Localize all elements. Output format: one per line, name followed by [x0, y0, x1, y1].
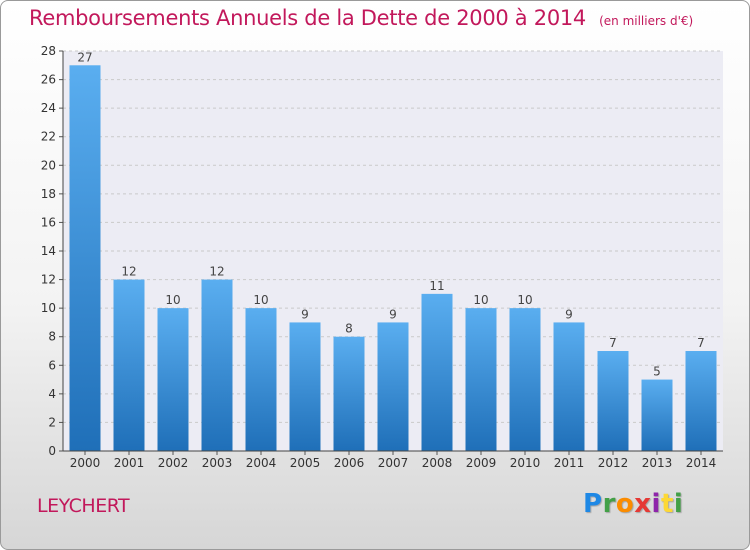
y-tick-label: 18 — [41, 187, 56, 201]
bar — [201, 279, 233, 451]
x-tick-label: 2002 — [158, 456, 189, 470]
x-tick-label: 2006 — [334, 456, 365, 470]
bar — [553, 322, 585, 451]
x-tick-label: 2013 — [642, 456, 673, 470]
bar-value-label: 12 — [121, 265, 136, 279]
x-tick-label: 2012 — [598, 456, 629, 470]
logo-letter: i — [673, 489, 684, 519]
y-tick-label: 14 — [41, 244, 56, 258]
chart-subtitle: (en milliers d'€) — [599, 14, 694, 28]
chart-header: Remboursements Annuels de la Dette de 20… — [29, 6, 693, 30]
logo-letter: t — [660, 489, 674, 519]
bar-value-label: 11 — [429, 279, 444, 293]
bar-value-label: 7 — [609, 336, 617, 350]
bar — [509, 308, 541, 451]
y-tick-label: 2 — [48, 415, 56, 429]
x-tick-label: 2009 — [466, 456, 497, 470]
bar — [641, 379, 673, 451]
y-tick-label: 16 — [41, 215, 56, 229]
bar — [157, 308, 189, 451]
bar-value-label: 7 — [697, 336, 705, 350]
bar-value-label: 9 — [301, 307, 309, 321]
y-tick-label: 10 — [41, 301, 56, 315]
bar-value-label: 12 — [209, 265, 224, 279]
y-tick-label: 0 — [48, 444, 56, 458]
x-tick-label: 2008 — [422, 456, 453, 470]
y-tick-label: 28 — [41, 44, 56, 58]
bar — [597, 351, 629, 451]
bar — [421, 293, 453, 451]
logo-letter: o — [615, 489, 635, 519]
bar — [377, 322, 409, 451]
logo-letter: P — [583, 489, 603, 519]
y-tick-label: 6 — [48, 358, 56, 372]
x-tick-label: 2007 — [378, 456, 409, 470]
bar — [465, 308, 497, 451]
y-tick-label: 20 — [41, 158, 56, 172]
bar — [245, 308, 277, 451]
bar-value-label: 8 — [345, 322, 353, 336]
chart-title: Remboursements Annuels de la Dette de 20… — [29, 6, 586, 30]
y-tick-label: 24 — [41, 101, 56, 115]
x-tick-label: 2000 — [70, 456, 101, 470]
x-tick-label: 2014 — [686, 456, 717, 470]
bar — [289, 322, 321, 451]
bar-value-label: 10 — [473, 293, 488, 307]
x-tick-label: 2004 — [246, 456, 277, 470]
logo-letter: i — [651, 489, 661, 519]
x-tick-label: 2005 — [290, 456, 321, 470]
bar-value-label: 9 — [565, 307, 573, 321]
bar-value-label: 10 — [517, 293, 532, 307]
y-tick-label: 22 — [41, 130, 56, 144]
bar-value-label: 27 — [77, 50, 92, 64]
bar-value-label: 10 — [253, 293, 268, 307]
bar-value-label: 5 — [653, 365, 661, 379]
bar — [333, 336, 365, 451]
proxiti-logo: Proxiti — [583, 489, 683, 519]
y-tick-label: 8 — [48, 330, 56, 344]
bar — [685, 351, 717, 451]
y-tick-label: 26 — [41, 73, 56, 87]
x-tick-label: 2010 — [510, 456, 541, 470]
y-tick-label: 12 — [41, 273, 56, 287]
bar-value-label: 9 — [389, 307, 397, 321]
logo-letter: r — [602, 489, 616, 519]
bar — [113, 279, 145, 451]
logo-letter: x — [634, 489, 652, 519]
town-name: LEYCHERT — [37, 495, 130, 517]
bar — [69, 65, 101, 452]
x-tick-label: 2003 — [202, 456, 233, 470]
bar-value-label: 10 — [165, 293, 180, 307]
x-tick-label: 2011 — [554, 456, 585, 470]
x-tick-label: 2001 — [114, 456, 145, 470]
y-tick-label: 4 — [48, 387, 56, 401]
